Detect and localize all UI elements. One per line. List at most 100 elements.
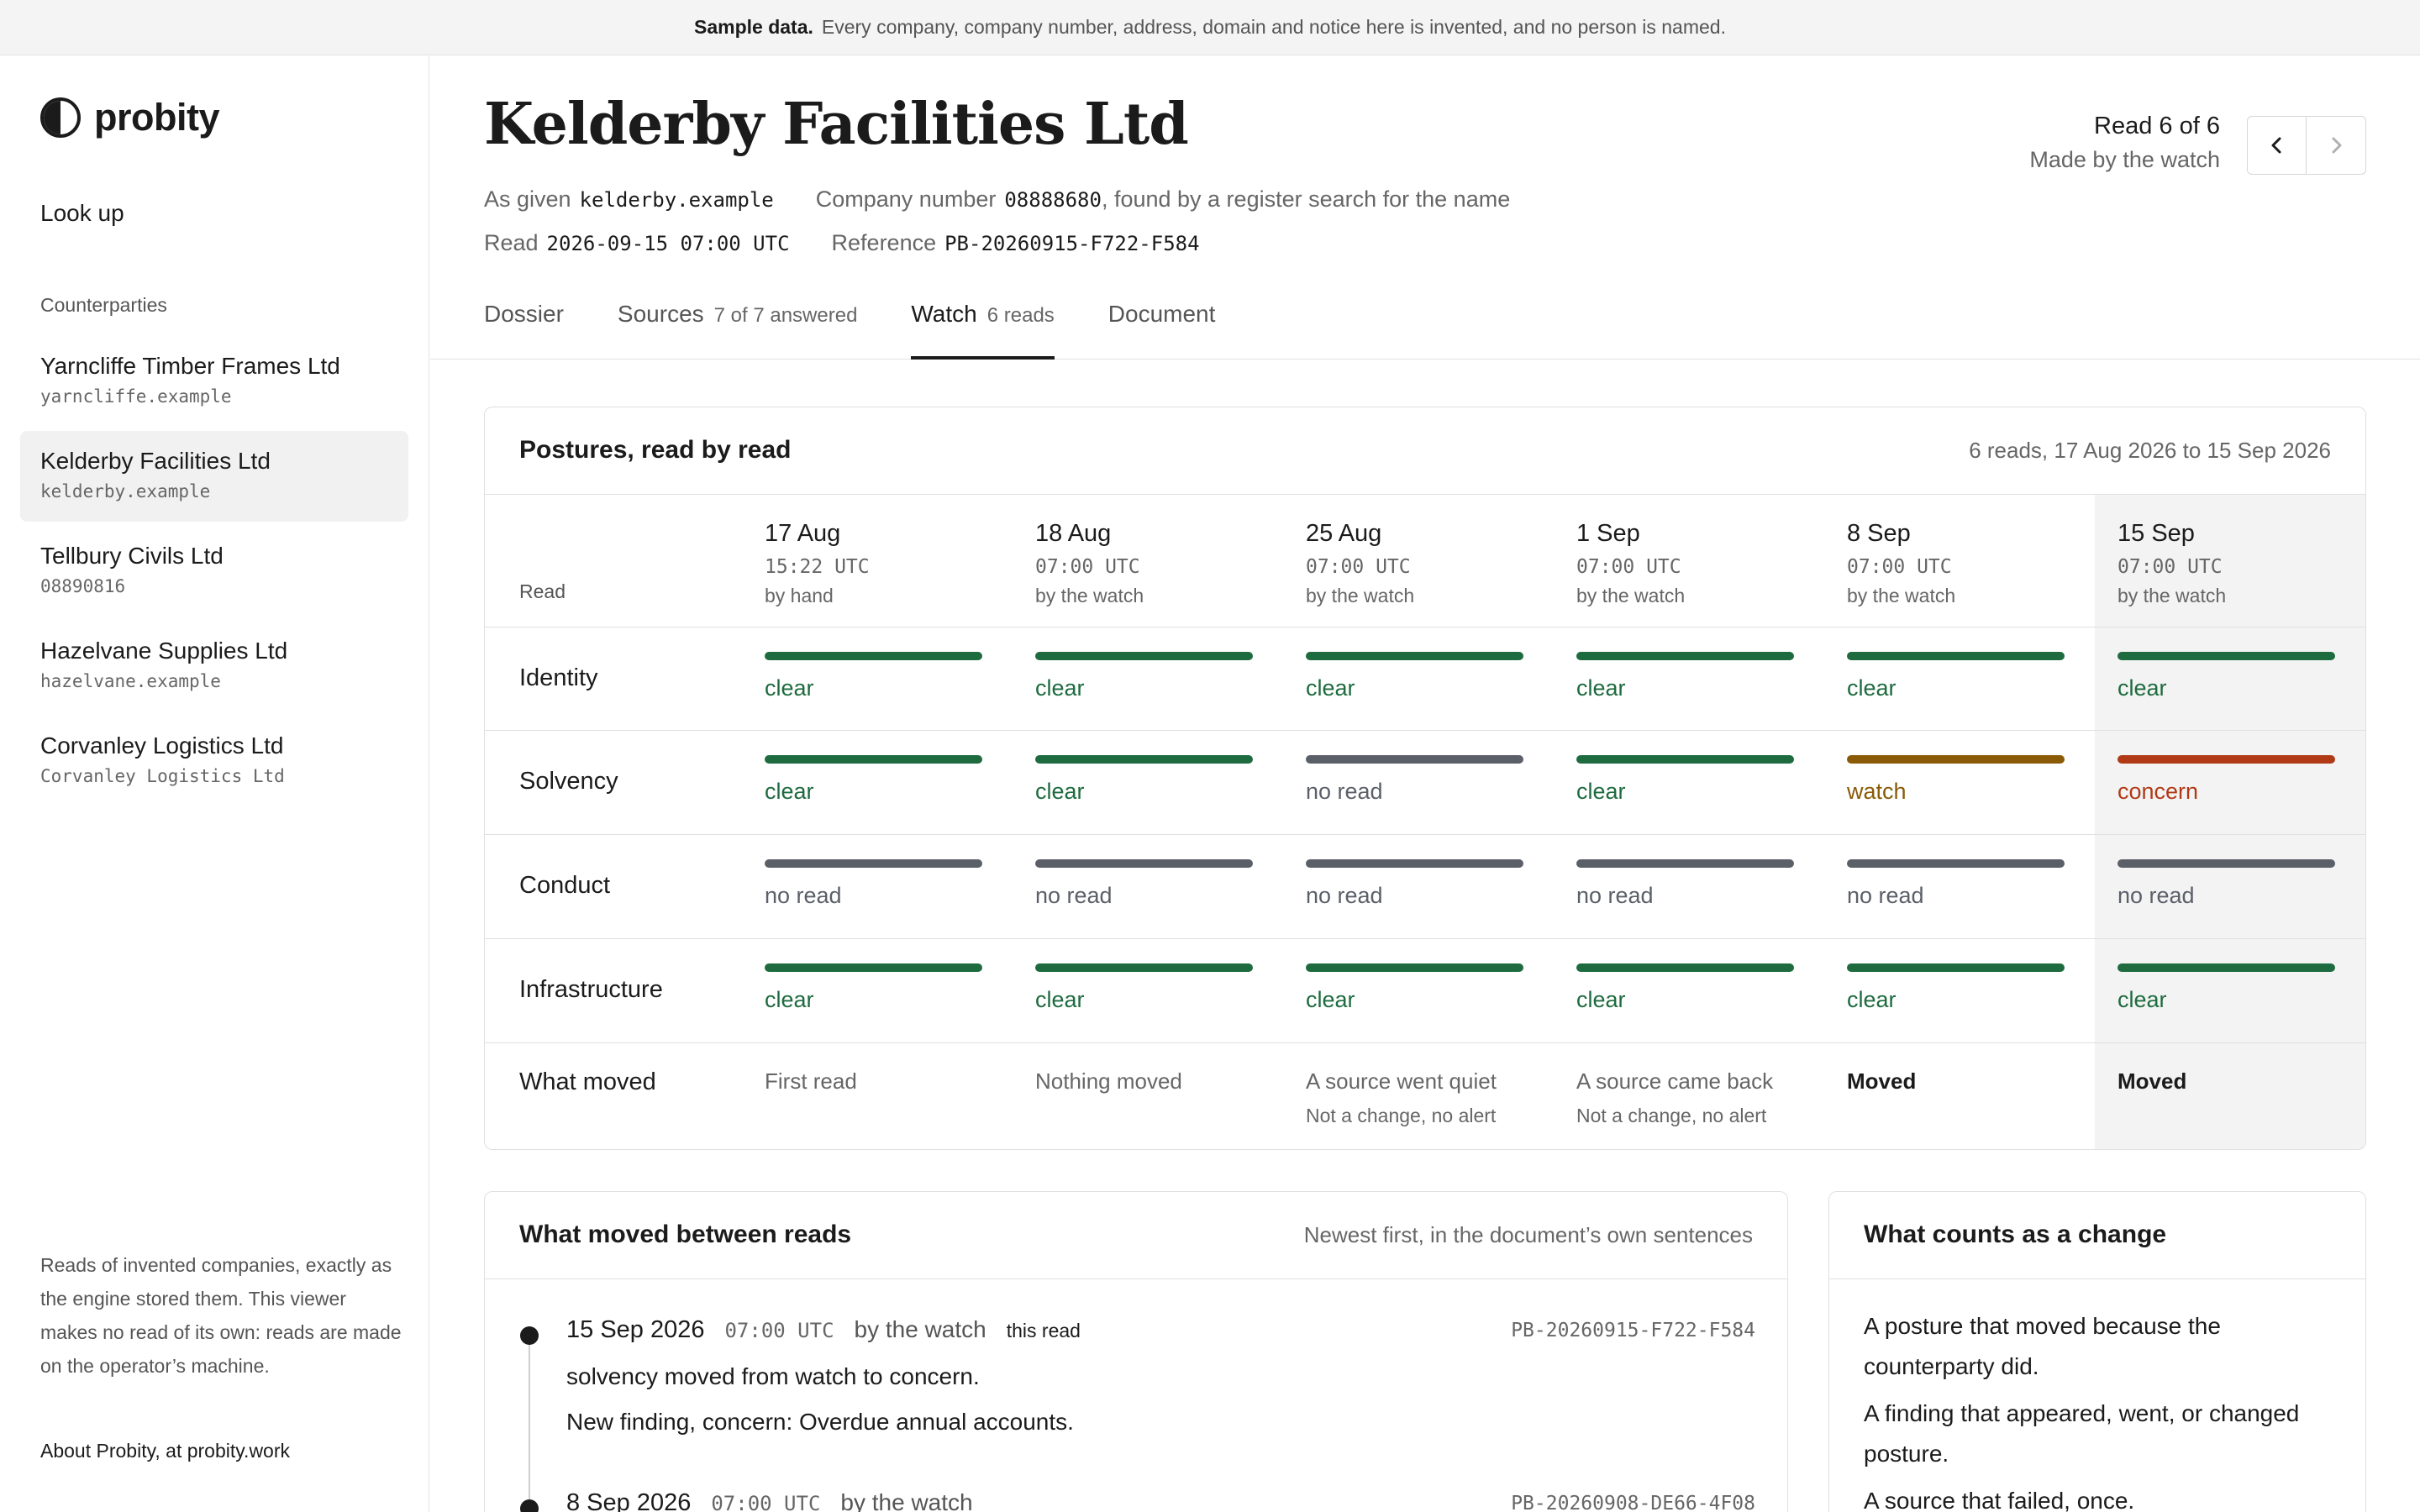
- postures-range: 6 reads, 17 Aug 2026 to 15 Sep 2026: [1969, 438, 2331, 463]
- posture-bar: [2118, 963, 2335, 972]
- posture-cell[interactable]: clear: [765, 963, 983, 1013]
- posture-bar: [1847, 859, 2065, 868]
- posture-value: clear: [765, 779, 814, 804]
- moved-note: Not a change, no alert: [1576, 1105, 1767, 1126]
- read-date: 15 Sep: [2118, 520, 2195, 547]
- posture-cell[interactable]: watch: [1847, 755, 2065, 805]
- about-link[interactable]: About Probity, at probity.work: [40, 1440, 291, 1462]
- next-read-button[interactable]: [2307, 116, 2366, 175]
- what-moved-card: What moved between reads Newest first, i…: [484, 1191, 1788, 1512]
- read-label: Read: [484, 230, 539, 255]
- what-moved-row: What moved First read Nothing moved A sourc…: [485, 1043, 2365, 1149]
- entry-date: 15 Sep 2026: [566, 1316, 705, 1343]
- what-moved-cell: A source came back Not a change, no alert: [1576, 1068, 1795, 1127]
- posture-cell[interactable]: no read: [1576, 859, 1795, 909]
- read-date: 25 Aug: [1306, 520, 1382, 547]
- banner-text: Every company, company number, address, …: [821, 16, 1726, 38]
- entry-finding: New finding, concern: Overdue annual acc…: [566, 1409, 1074, 1435]
- postures-title: Postures, read by read: [519, 436, 792, 464]
- counterparty-list: Yarncliffe Timber Frames Ltd yarncliffe.…: [20, 336, 408, 811]
- logo[interactable]: probity: [40, 94, 220, 141]
- what-moved-title: What moved between reads: [519, 1221, 852, 1248]
- entry-headline: 15 Sep 2026 07:00 UTC by the watch this rea…: [566, 1316, 1081, 1344]
- posture-cell[interactable]: no read: [1035, 859, 1254, 909]
- posture-bar: [765, 963, 982, 972]
- posture-cell[interactable]: clear: [1847, 652, 2065, 701]
- what-counts-list: A posture that moved because the counter…: [1864, 1306, 2343, 1512]
- posture-cell[interactable]: clear: [2118, 963, 2336, 1013]
- counterparty-item-selected[interactable]: Kelderby Facilities Ltd kelderby.example: [20, 431, 408, 522]
- posture-cell[interactable]: clear: [1306, 652, 1524, 701]
- posture-value: no read: [1306, 883, 1383, 908]
- tab-label: Watch: [911, 301, 977, 327]
- posture-value: watch: [1847, 779, 1907, 804]
- counterparty-identifier: hazelvane.example: [40, 671, 221, 691]
- read-time: 07:00 UTC: [2118, 556, 2223, 578]
- sidebar: probity Look up Counterparties Yarncliff…: [0, 55, 429, 1512]
- tab-sources[interactable]: Sources 7 of 7 answered: [618, 301, 858, 360]
- entry-reference[interactable]: PB-20260915-F722-F584: [1511, 1320, 1755, 1341]
- posture-cell[interactable]: clear: [1306, 963, 1524, 1013]
- tab-dossier[interactable]: Dossier: [484, 301, 564, 360]
- read-date: 17 Aug: [765, 520, 841, 547]
- tab-document[interactable]: Document: [1108, 301, 1216, 360]
- posture-cell[interactable]: clear: [2118, 652, 2336, 701]
- posture-value: no read: [2118, 883, 2195, 908]
- counterparty-name: Hazelvane Supplies Ltd: [40, 638, 288, 664]
- moved-summary: Nothing moved: [1035, 1068, 1182, 1094]
- timeline-line: [529, 1333, 530, 1512]
- entry-headline: 8 Sep 2026 07:00 UTC by the watch: [566, 1489, 973, 1512]
- posture-cell[interactable]: clear: [1576, 963, 1795, 1013]
- posture-bar: [1576, 755, 1794, 764]
- posture-row-label: Identity: [519, 664, 598, 691]
- posture-cell[interactable]: no read: [765, 859, 983, 909]
- posture-cell[interactable]: clear: [765, 652, 983, 701]
- posture-bar: [2118, 859, 2335, 868]
- posture-cell[interactable]: concern: [2118, 755, 2336, 805]
- sidebar-note: Reads of invented companies, exactly as …: [40, 1254, 402, 1377]
- read-time: 07:00 UTC: [1306, 556, 1411, 578]
- posture-cell[interactable]: no read: [1847, 859, 2065, 909]
- posture-value: clear: [1306, 675, 1355, 701]
- read-row-label: Read: [519, 580, 566, 602]
- nav-look-up[interactable]: Look up: [40, 200, 124, 226]
- entry-made-by: by the watch: [854, 1316, 986, 1342]
- posture-cell[interactable]: clear: [1035, 652, 1254, 701]
- posture-cell[interactable]: clear: [1576, 755, 1795, 805]
- tab-label: Document: [1107, 301, 1216, 327]
- entry-reference[interactable]: PB-20260908-DE66-4F08: [1511, 1493, 1755, 1512]
- posture-bar: [1576, 652, 1794, 660]
- read-pager: [2247, 116, 2366, 175]
- posture-cell[interactable]: clear: [1035, 963, 1254, 1013]
- timeline-dot: [520, 1326, 539, 1345]
- posture-bar: [1035, 755, 1253, 764]
- as-given-label: As given: [484, 186, 571, 212]
- posture-value: clear: [1847, 675, 1897, 701]
- posture-bar: [1306, 859, 1523, 868]
- posture-row-label: Infrastructure: [519, 976, 663, 1003]
- read-made-by: by the watch: [1847, 585, 1956, 606]
- counterparty-item[interactable]: Tellbury Civils Ltd 08890816: [20, 526, 408, 617]
- posture-bar: [765, 859, 982, 868]
- posture-cell[interactable]: clear: [1847, 963, 2065, 1013]
- counterparty-item[interactable]: Hazelvane Supplies Ltd hazelvane.example: [20, 621, 408, 711]
- posture-cell[interactable]: clear: [765, 755, 983, 805]
- tab-label: Dossier: [484, 301, 564, 327]
- counterparty-identifier: Corvanley Logistics Ltd: [40, 766, 285, 786]
- posture-cell[interactable]: no read: [2118, 859, 2336, 909]
- read-meta: Read 2026-09-15 07:00 UTC Reference PB-2026…: [484, 230, 1200, 256]
- read-date: 18 Aug: [1035, 520, 1112, 547]
- counterparty-item[interactable]: Yarncliffe Timber Frames Ltd yarncliffe.…: [20, 336, 408, 427]
- posture-cell[interactable]: no read: [1306, 755, 1524, 805]
- posture-value: no read: [1847, 883, 1924, 908]
- counts-item: A finding that appeared, went, or change…: [1864, 1400, 2300, 1467]
- what-counts-title: What counts as a change: [1864, 1221, 2167, 1248]
- posture-cell[interactable]: no read: [1306, 859, 1524, 909]
- counterparty-item[interactable]: Corvanley Logistics Ltd Corvanley Logist…: [20, 716, 408, 806]
- posture-cell[interactable]: clear: [1576, 652, 1795, 701]
- tab-watch[interactable]: Watch 6 reads: [911, 301, 1055, 360]
- previous-read-button[interactable]: [2247, 116, 2307, 175]
- read-date: 1 Sep: [1576, 520, 1640, 547]
- posture-cell[interactable]: clear: [1035, 755, 1254, 805]
- moved-summary: A source came back: [1576, 1068, 1774, 1094]
